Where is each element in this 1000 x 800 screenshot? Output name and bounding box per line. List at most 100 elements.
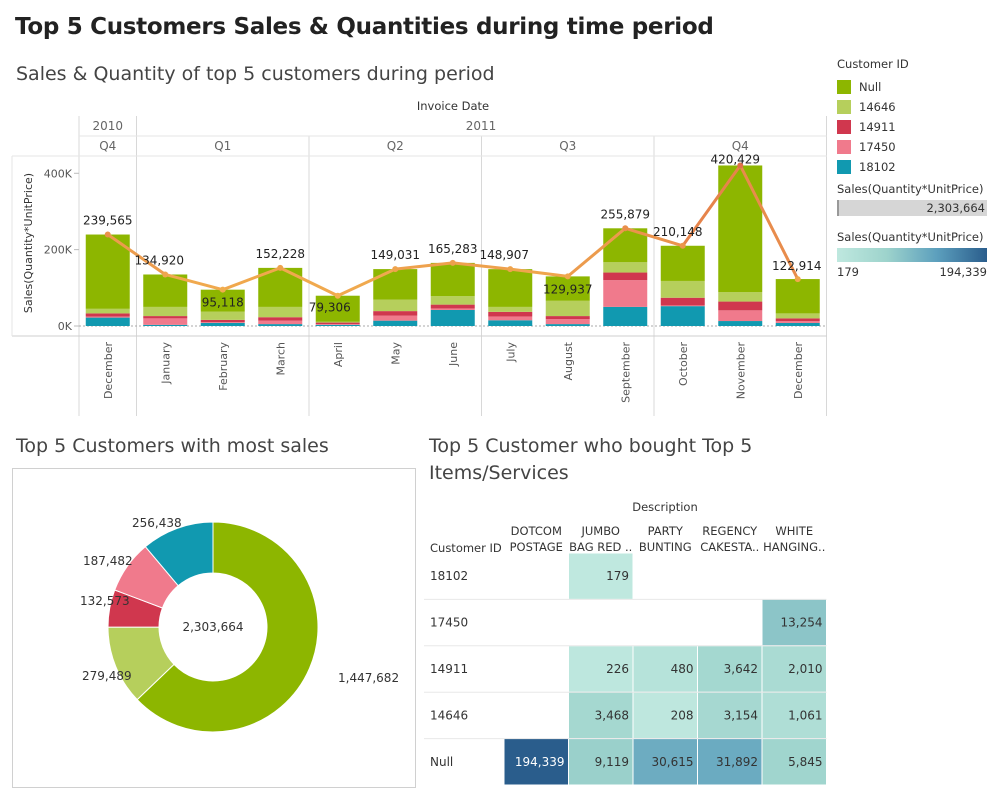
bar-segment-17450[interactable] [545, 319, 590, 325]
bar-segment-14911[interactable] [200, 319, 245, 323]
bar-segment-null[interactable] [315, 295, 360, 322]
bar-segment-18102[interactable] [373, 320, 418, 326]
heatmap-cell[interactable] [633, 692, 698, 739]
bar-segment-null[interactable] [545, 276, 590, 301]
bar-segment-17450[interactable] [488, 316, 533, 321]
bar-segment-14646[interactable] [718, 292, 763, 302]
bar-segment-17450[interactable] [258, 320, 303, 325]
total-point[interactable] [679, 242, 686, 249]
bar-segment-17450[interactable] [373, 315, 418, 321]
bar-segment-null[interactable] [373, 269, 418, 300]
heatmap-cell[interactable] [762, 739, 827, 785]
bar-segment-14911[interactable] [85, 313, 130, 317]
bar-segment-14911[interactable] [488, 311, 533, 317]
bar-segment-17450[interactable] [315, 324, 360, 325]
bar-segment-14911[interactable] [775, 318, 820, 322]
bar-segment-18102[interactable] [488, 320, 533, 326]
bar-segment-18102[interactable] [85, 317, 130, 326]
total-point[interactable] [104, 231, 111, 238]
bar-segment-18102[interactable] [660, 306, 705, 326]
bar-segment-14646[interactable] [430, 296, 475, 305]
bar-segment-17450[interactable] [603, 280, 648, 307]
total-point[interactable] [794, 276, 801, 283]
bar-segment-14911[interactable] [373, 311, 418, 316]
bar-chart[interactable]: Invoice Date 2010 Q4 2011 Q1 Q2 Q3 Q4 0K 200K 400K… [0, 90, 830, 430]
total-point[interactable] [334, 292, 341, 299]
bar-segment-14646[interactable] [85, 308, 130, 314]
bar-segment-18102[interactable] [258, 324, 303, 326]
bar-segment-18102[interactable] [603, 306, 648, 326]
total-point[interactable] [622, 225, 629, 232]
bar-segment-18102[interactable] [775, 322, 820, 326]
heatmap-cell[interactable] [569, 692, 633, 739]
bar-segment-null[interactable] [775, 279, 820, 314]
bar-segment-14646[interactable] [660, 280, 705, 298]
legend-item-14646[interactable]: 14646 [837, 97, 987, 117]
total-point[interactable] [162, 271, 169, 278]
bar-segment-14646[interactable] [143, 306, 188, 317]
heatmap-cell[interactable] [762, 692, 827, 739]
bar-segment-14911[interactable] [660, 297, 705, 306]
donut-chart[interactable]: 1,447,682 279,489 132,573 187,482 256,438 2,3… [13, 469, 415, 787]
bar-segment-14646[interactable] [315, 321, 360, 323]
bar-segment-18102[interactable] [430, 309, 475, 326]
total-point[interactable] [219, 286, 226, 293]
heatmap-cell[interactable] [569, 739, 633, 785]
legend-item-17450[interactable]: 17450 [837, 137, 987, 157]
bar-segment-14911[interactable] [545, 316, 590, 320]
bar-segment-14911[interactable] [430, 304, 475, 309]
bar-segment-17450[interactable] [200, 322, 245, 323]
bar-segment-14646[interactable] [545, 300, 590, 317]
bar-segment-null[interactable] [488, 269, 533, 307]
bar-segment-14646[interactable] [373, 299, 418, 312]
bar-segment-null[interactable] [200, 289, 245, 312]
total-point[interactable] [564, 273, 571, 280]
legend-item-null[interactable]: Null [837, 77, 987, 97]
bar-segment-18102[interactable] [718, 321, 763, 326]
donut-slice-18102[interactable] [144, 521, 214, 587]
bar-segment-18102[interactable] [545, 324, 590, 326]
legend-item-14911[interactable]: 14911 [837, 117, 987, 137]
bar-segment-14646[interactable] [258, 306, 303, 318]
heatmap-cell[interactable] [633, 646, 698, 692]
bar-segment-18102[interactable] [143, 324, 188, 326]
bar-segment-17450[interactable] [718, 310, 763, 322]
bar-segment-14911[interactable] [718, 301, 763, 311]
heatmap-cell[interactable] [698, 692, 762, 739]
bar-segment-null[interactable] [85, 234, 130, 309]
bar-segment-14646[interactable] [775, 313, 820, 319]
bar-segment-14646[interactable] [603, 262, 648, 273]
heatmap-cell[interactable] [633, 739, 698, 785]
bar-segment-null[interactable] [660, 245, 705, 281]
legend-item-18102[interactable]: 18102 [837, 157, 987, 177]
bar-segment-14911[interactable] [143, 316, 188, 319]
bar-segment-17450[interactable] [660, 305, 705, 307]
total-point[interactable] [392, 266, 399, 273]
heatmap[interactable]: Description Customer ID DOTCOM POSTAGE JUMBO… [424, 495, 834, 795]
heatmap-cell[interactable] [504, 739, 569, 785]
total-point[interactable] [449, 259, 456, 266]
heatmap-cell[interactable] [698, 739, 762, 785]
bar-segment-14646[interactable] [200, 311, 245, 320]
heatmap-title-line1: Top 5 Customer who bought Top 5 [429, 435, 753, 457]
bar-segment-18102[interactable] [200, 322, 245, 326]
bar-segment-17450[interactable] [775, 321, 820, 323]
heatmap-cell[interactable] [762, 646, 827, 692]
total-point[interactable] [507, 266, 514, 273]
total-point[interactable] [277, 264, 284, 271]
heatmap-cell[interactable] [569, 646, 633, 692]
bar-segment-14911[interactable] [258, 317, 303, 321]
bar-segment-14911[interactable] [315, 322, 360, 325]
bar-segment-null[interactable] [430, 262, 475, 297]
heatmap-cell[interactable] [762, 599, 827, 646]
donut-slice-null[interactable] [136, 521, 319, 733]
heatmap-cell[interactable] [698, 646, 762, 692]
total-point[interactable] [737, 162, 744, 169]
heatmap-cell[interactable] [569, 553, 633, 599]
bar-segment-17450[interactable] [143, 318, 188, 325]
bar-segment-18102[interactable] [315, 324, 360, 326]
bar-segment-14646[interactable] [488, 306, 533, 312]
bar-segment-14911[interactable] [603, 272, 648, 281]
bar-segment-17450[interactable] [85, 316, 130, 318]
bar-segment-17450[interactable] [430, 308, 475, 310]
